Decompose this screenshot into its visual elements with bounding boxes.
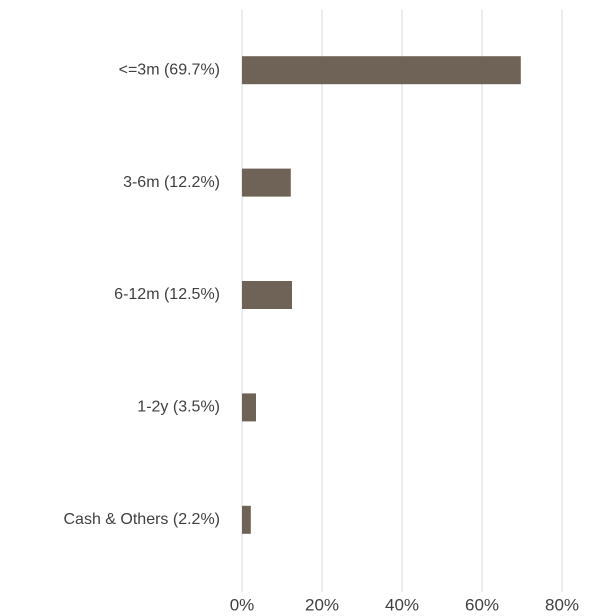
bar	[242, 281, 292, 309]
x-tick-label: 80%	[545, 595, 579, 614]
y-tick-label: 1-2y (3.5%)	[137, 399, 220, 416]
y-tick-label: 3-6m (12.2%)	[123, 174, 220, 191]
x-tick-label: 0%	[230, 595, 255, 614]
bar	[242, 393, 256, 422]
bar	[242, 505, 251, 534]
x-tick-label: 40%	[385, 595, 419, 614]
bar	[242, 168, 291, 197]
y-tick-label: Cash & Others (2.2%)	[64, 511, 221, 528]
x-tick-label: 60%	[465, 595, 499, 614]
bar	[242, 56, 521, 85]
y-tick-label: 6-12m (12.5%)	[114, 286, 220, 303]
x-tick-label: 20%	[305, 595, 339, 614]
y-tick-label: <=3m (69.7%)	[119, 61, 220, 78]
